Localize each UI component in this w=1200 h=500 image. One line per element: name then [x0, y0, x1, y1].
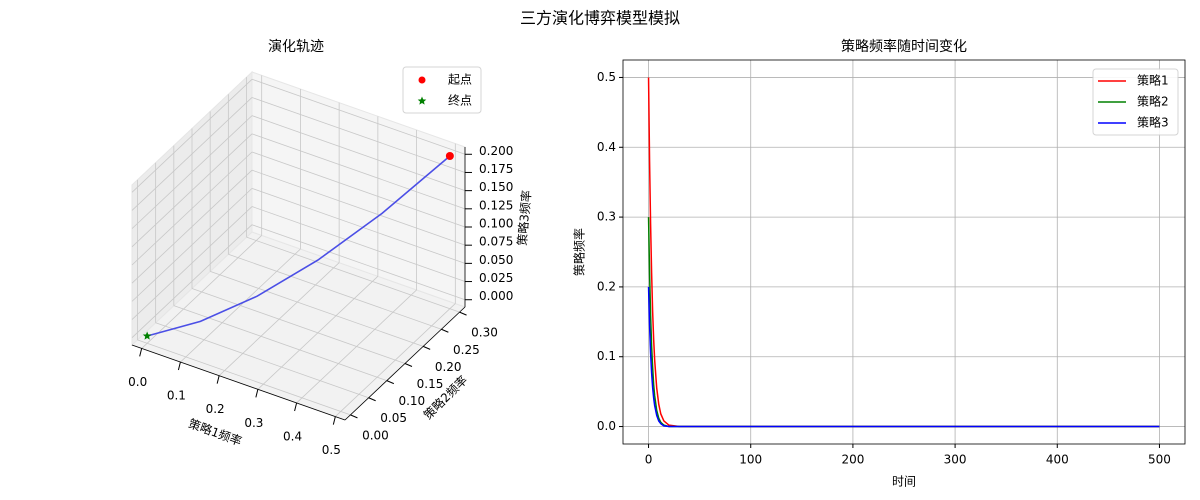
x-axis-label: 时间 [892, 475, 916, 489]
z-tick-label: 0.175 [479, 162, 513, 176]
z-axis-label: 策略3频率 [514, 190, 534, 247]
x-tick [332, 416, 336, 425]
x-axis [131, 344, 346, 421]
y-tick-label: 0.20 [435, 360, 462, 374]
legend-label: 终点 [448, 93, 472, 108]
grid-line [251, 224, 466, 301]
x-tick-label: 400 [1046, 453, 1069, 467]
x-tick-label: 0 [645, 453, 653, 467]
y-tick-label: 0.2 [597, 279, 616, 293]
grid-line [210, 271, 424, 347]
grid-line [246, 236, 460, 313]
y-tick-label: 0.0 [597, 419, 616, 433]
grid-line [131, 206, 253, 320]
y-tick [459, 311, 467, 316]
x-tick-label: 300 [944, 453, 967, 467]
y-axis [344, 306, 466, 421]
x-tick-label: 500 [1148, 453, 1171, 467]
grid-line [251, 78, 466, 155]
legend-box [1092, 68, 1179, 136]
grid-line [131, 133, 253, 248]
legend-label: 起点 [448, 73, 472, 87]
grid-line [251, 206, 466, 282]
z-tick-label: 0.050 [479, 253, 513, 267]
grid-line [251, 151, 466, 228]
x-tick-label: 0.1 [167, 389, 186, 403]
grid-line [155, 322, 369, 399]
y-axis-label: 策略频率 [572, 228, 587, 276]
z-tick-label: 0.125 [479, 198, 513, 212]
y-tick [441, 328, 449, 333]
start-marker [445, 152, 454, 160]
grid-line [137, 339, 351, 416]
grid-line [251, 169, 466, 246]
y-tick [404, 363, 413, 367]
y-tick-label: 0.30 [471, 326, 498, 340]
y-tick [368, 397, 376, 402]
x-tick-label: 0.5 [322, 443, 341, 457]
x-tick [294, 402, 298, 412]
subplot-title: 策略频率随时间变化 [841, 38, 967, 55]
legend-label: 策略2 [1137, 94, 1169, 109]
series-line [647, 217, 1160, 428]
x-axis-label: 策略1频率 [187, 415, 244, 448]
figure-title: 三方演化博弈模型模拟 [520, 9, 680, 28]
legend-label: 策略1 [1137, 73, 1169, 88]
plot-frame [622, 59, 1186, 445]
z-tick-label: 0.200 [479, 144, 513, 158]
end-marker [142, 331, 152, 340]
y-tick-label: 0.25 [453, 343, 480, 357]
y-tick-label: 0.10 [398, 394, 425, 408]
legend-marker [418, 76, 426, 84]
grid-line [191, 288, 406, 364]
x-tick [139, 348, 143, 357]
grid-line [251, 133, 466, 210]
grid-line [131, 169, 253, 284]
x-tick-label: 100 [739, 453, 762, 467]
z-tick-label: 0.150 [479, 180, 513, 194]
subplot-title: 演化轨迹 [268, 39, 324, 55]
grid-line [251, 115, 466, 192]
y-tick-label: 0.1 [597, 349, 616, 363]
grid-line [251, 187, 466, 264]
grid-line [131, 188, 253, 302]
grid-line [131, 224, 253, 339]
z-tick-label: 0.075 [479, 235, 513, 249]
grid-line [131, 151, 253, 266]
legend: 策略1 策略2 策略3 [1092, 68, 1179, 136]
series-line [647, 77, 1160, 428]
grid-line [131, 78, 253, 193]
x-tick-label: 0.0 [128, 375, 147, 389]
trajectory [146, 155, 451, 337]
series-line [647, 286, 1160, 428]
y-tick [422, 345, 431, 350]
legend-label: 策略3 [1137, 115, 1169, 130]
y-tick-label: 0.4 [597, 140, 616, 154]
y-tick-label: 0.05 [380, 411, 407, 425]
x-tick-label: 0.4 [283, 429, 302, 443]
x-tick-label: 0.2 [206, 402, 225, 416]
y-tick-label: 0.00 [362, 428, 389, 442]
y-tick-label: 0.3 [597, 210, 616, 224]
x-tick [216, 375, 220, 384]
x-tick [255, 389, 259, 398]
legend-marker [417, 96, 427, 105]
y-tick-label: 0.15 [417, 377, 444, 391]
x-tick-label: 200 [841, 453, 864, 467]
grid-line [131, 97, 253, 211]
x-tick-label: 0.3 [244, 416, 263, 430]
z-tick-label: 0.025 [479, 271, 513, 285]
grid-line [131, 115, 253, 229]
z-tick-label: 0.100 [479, 217, 513, 231]
y-tick [386, 380, 395, 385]
y-tick [350, 414, 358, 419]
z-tick-label: 0.000 [479, 289, 513, 303]
x-tick [177, 361, 181, 371]
y-tick-label: 0.5 [597, 70, 616, 84]
grid-line [228, 253, 442, 330]
grid-line [251, 97, 466, 173]
